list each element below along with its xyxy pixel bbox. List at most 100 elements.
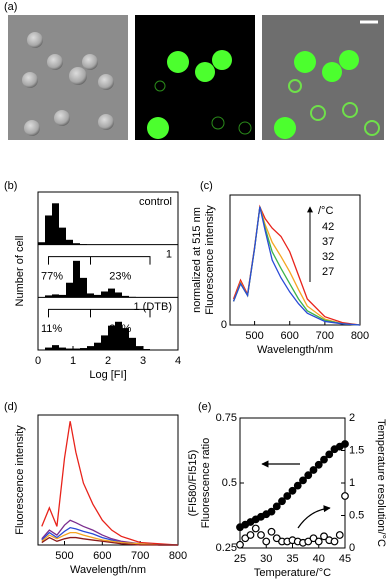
data-point xyxy=(341,440,349,448)
gate-percentage: 11% xyxy=(41,323,62,335)
gate-bracket xyxy=(48,308,151,318)
y-tick-label: 0 xyxy=(221,319,227,331)
data-point xyxy=(246,531,255,539)
histogram-bar xyxy=(80,348,87,350)
histogram-bar xyxy=(59,294,66,298)
legend-entry: 27 xyxy=(322,266,334,278)
y-tick-label: 0.5 xyxy=(222,477,237,489)
x-tick-label: 700 xyxy=(316,330,334,342)
histogram-bar xyxy=(129,337,136,350)
x-tick-label: 600 xyxy=(93,550,111,562)
histogram-bar xyxy=(80,277,87,298)
data-point xyxy=(283,492,292,500)
panel-label: (b) xyxy=(4,180,17,192)
x-axis-label: Log [FI] xyxy=(89,369,126,381)
plot-frame xyxy=(229,194,361,326)
x-tick-label: 25 xyxy=(234,553,246,565)
histogram-bar xyxy=(73,260,80,298)
y2-tick-label: 0 xyxy=(349,542,355,554)
histogram-bar xyxy=(52,203,59,245)
x-axis-label: Wavelength/nm xyxy=(70,564,146,576)
histogram-bar xyxy=(52,345,59,350)
legend-entry: 37 xyxy=(322,236,334,248)
series-line xyxy=(232,206,361,326)
x-axis-label: Temperature/°C xyxy=(254,567,331,579)
y2-tick-label: 2 xyxy=(349,412,355,424)
x-tick-label: 40 xyxy=(313,553,325,565)
histogram-bar xyxy=(108,288,115,298)
data-point xyxy=(236,540,244,549)
y-tick-label: 0.25 xyxy=(216,542,237,554)
data-point xyxy=(272,502,281,511)
data-point xyxy=(309,466,318,474)
histogram-bar xyxy=(59,227,66,245)
series-line xyxy=(41,536,178,546)
data-point xyxy=(325,450,334,459)
histogram-bar xyxy=(122,328,129,350)
x-tick-label: 35 xyxy=(286,553,298,565)
x-tick-label: 45 xyxy=(339,553,351,565)
histogram-bar xyxy=(38,242,45,245)
y2-tick-label: 1 xyxy=(349,477,355,489)
gate-bracket xyxy=(48,256,151,265)
histogram-bar xyxy=(87,346,94,350)
subplot-name: 1 xyxy=(166,249,172,261)
y2-tick-label: 0.5 xyxy=(349,509,364,521)
histogram-bar xyxy=(108,325,115,350)
y-axis-label: Number of cell xyxy=(14,236,26,307)
x-tick-label: 1 xyxy=(70,355,76,367)
y-axis-label: Fluorescence intensity xyxy=(204,205,216,315)
histogram-bar xyxy=(101,335,108,350)
histogram-bar xyxy=(73,348,80,350)
data-point xyxy=(299,476,307,485)
x-tick-label: 2 xyxy=(105,355,111,367)
series-line xyxy=(41,531,178,546)
legend-title: /°C xyxy=(318,205,333,217)
gate-percentage: 89% xyxy=(109,323,131,335)
panel-label: (d) xyxy=(4,401,17,413)
data-point xyxy=(314,537,323,546)
data-point xyxy=(314,460,323,469)
histogram-bar xyxy=(94,294,101,298)
y-axis-label: Fluorescence intensity xyxy=(14,425,26,535)
x-tick-label: 500 xyxy=(55,550,73,562)
bright-field-image xyxy=(8,15,128,140)
data-point xyxy=(320,532,328,541)
y2-tick-label: 1.5 xyxy=(349,444,364,456)
y-axis-label: Fluorescence ratio xyxy=(200,438,212,529)
data-point xyxy=(341,492,349,500)
data-point xyxy=(320,455,328,464)
merged-image xyxy=(262,15,384,140)
data-point xyxy=(293,481,302,490)
histogram-bar xyxy=(66,348,73,350)
histogram-bar xyxy=(52,294,59,298)
histogram-bar xyxy=(66,239,73,245)
fluorescence-image xyxy=(135,15,255,140)
y-axis-label: normalized at 515 nm xyxy=(191,207,203,313)
data-point xyxy=(304,471,313,480)
histogram-bar xyxy=(94,342,101,350)
histogram-bar xyxy=(45,295,52,298)
x-tick-label: 3 xyxy=(140,355,146,367)
panel-label: (a) xyxy=(4,1,17,13)
series-arrows xyxy=(261,460,331,529)
data-point xyxy=(262,537,271,546)
x-tick-label: 0 xyxy=(35,355,41,367)
histogram-bar xyxy=(143,349,150,350)
histogram-bar xyxy=(45,215,52,245)
legend-entry: 32 xyxy=(322,251,334,263)
data-point xyxy=(330,537,339,546)
y2-axis-label: Temperature resolution/°C xyxy=(375,419,387,547)
histogram-bar xyxy=(45,347,52,350)
y-tick-label: 0.75 xyxy=(216,412,237,424)
x-tick-label: 600 xyxy=(281,330,299,342)
histogram-bar xyxy=(59,347,66,350)
data-point xyxy=(288,486,297,495)
histogram-bar xyxy=(66,282,73,298)
x-tick-label: 800 xyxy=(351,330,369,342)
histogram-bar xyxy=(87,293,94,298)
data-point xyxy=(251,524,260,533)
legend-entry: 42 xyxy=(322,221,334,233)
panel-label: (e) xyxy=(198,401,211,413)
y-axis-label: (FI580/FI515) xyxy=(187,450,199,517)
